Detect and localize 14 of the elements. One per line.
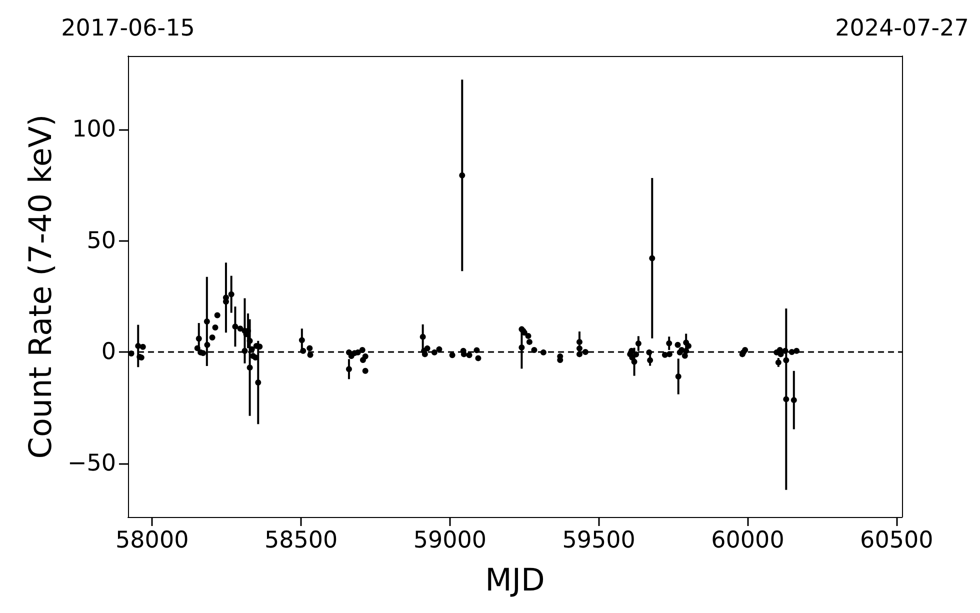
x-tick-label: 59500 — [562, 528, 636, 554]
x-tick-label: 59000 — [413, 528, 487, 554]
x-axis-title: MJD — [485, 562, 545, 598]
x-tick-label: 58000 — [116, 528, 189, 554]
y-axis-title: Count Rate (7-40 keV) — [23, 114, 60, 459]
y-tick-label: 50 — [86, 228, 116, 254]
x2-tick-label: 2024-07-27 — [835, 16, 969, 42]
x-tick-label: 60000 — [711, 528, 784, 554]
y-tick-label: 0 — [101, 339, 116, 366]
x-tick-label: 60500 — [860, 528, 934, 554]
x2-tick-label: 2017-06-15 — [61, 16, 195, 42]
y-tick-label: −50 — [67, 450, 116, 477]
x-tick-label: 58500 — [264, 528, 338, 554]
y-tick-label: 100 — [72, 116, 116, 142]
